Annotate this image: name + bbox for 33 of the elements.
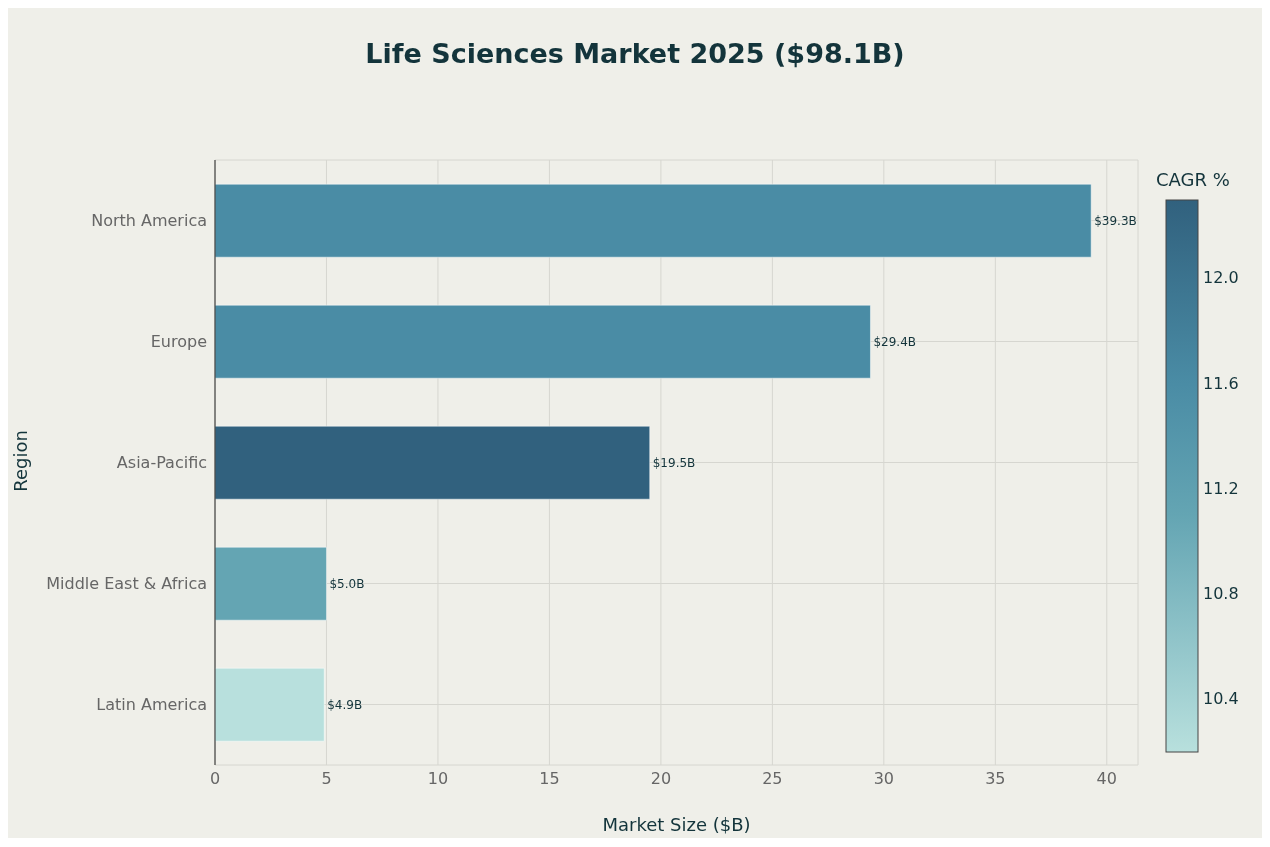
color-bar-title: CAGR % bbox=[1156, 169, 1230, 190]
bar bbox=[215, 304, 871, 379]
x-tick-label: 10 bbox=[427, 769, 449, 789]
x-tick-label: 30 bbox=[873, 769, 895, 789]
color-bar-label: 10.4 bbox=[1203, 688, 1239, 708]
color-bar-label: 11.2 bbox=[1203, 478, 1239, 498]
x-tick-label: 40 bbox=[1096, 769, 1117, 789]
y-tick-label: Asia-Pacific bbox=[116, 453, 207, 473]
data-label: $4.9B bbox=[327, 697, 363, 712]
x-tick-label: 25 bbox=[762, 769, 783, 789]
color-bar-label: 12.0 bbox=[1203, 268, 1239, 288]
x-tick-label: 0 bbox=[209, 769, 221, 789]
chart-title: Life Sciences Market 2025 ($98.1B) bbox=[364, 38, 906, 69]
data-label: $29.4B bbox=[873, 334, 917, 349]
color-bar-label: 10.8 bbox=[1203, 583, 1239, 603]
bar bbox=[215, 183, 1092, 258]
y-tick-label: North America bbox=[91, 211, 207, 231]
x-tick-label: 5 bbox=[321, 769, 332, 789]
data-label: $19.5B bbox=[652, 455, 696, 470]
bar bbox=[215, 667, 325, 742]
y-tick-label: Middle East & Africa bbox=[46, 574, 207, 594]
y-axis-title: Region bbox=[9, 430, 31, 492]
y-tick-label: Latin America bbox=[96, 695, 207, 715]
data-label: $39.3B bbox=[1094, 213, 1137, 228]
x-axis-title: Market Size ($B) bbox=[601, 814, 752, 835]
data-label: $5.0B bbox=[329, 576, 365, 591]
x-tick-label: 20 bbox=[650, 769, 672, 789]
y-tick-label: Europe bbox=[150, 332, 207, 352]
x-tick-label: 15 bbox=[539, 769, 560, 789]
bar bbox=[215, 425, 650, 500]
color-bar-label: 11.6 bbox=[1203, 373, 1239, 393]
x-tick-label: 35 bbox=[985, 769, 1006, 789]
bar bbox=[215, 546, 327, 621]
